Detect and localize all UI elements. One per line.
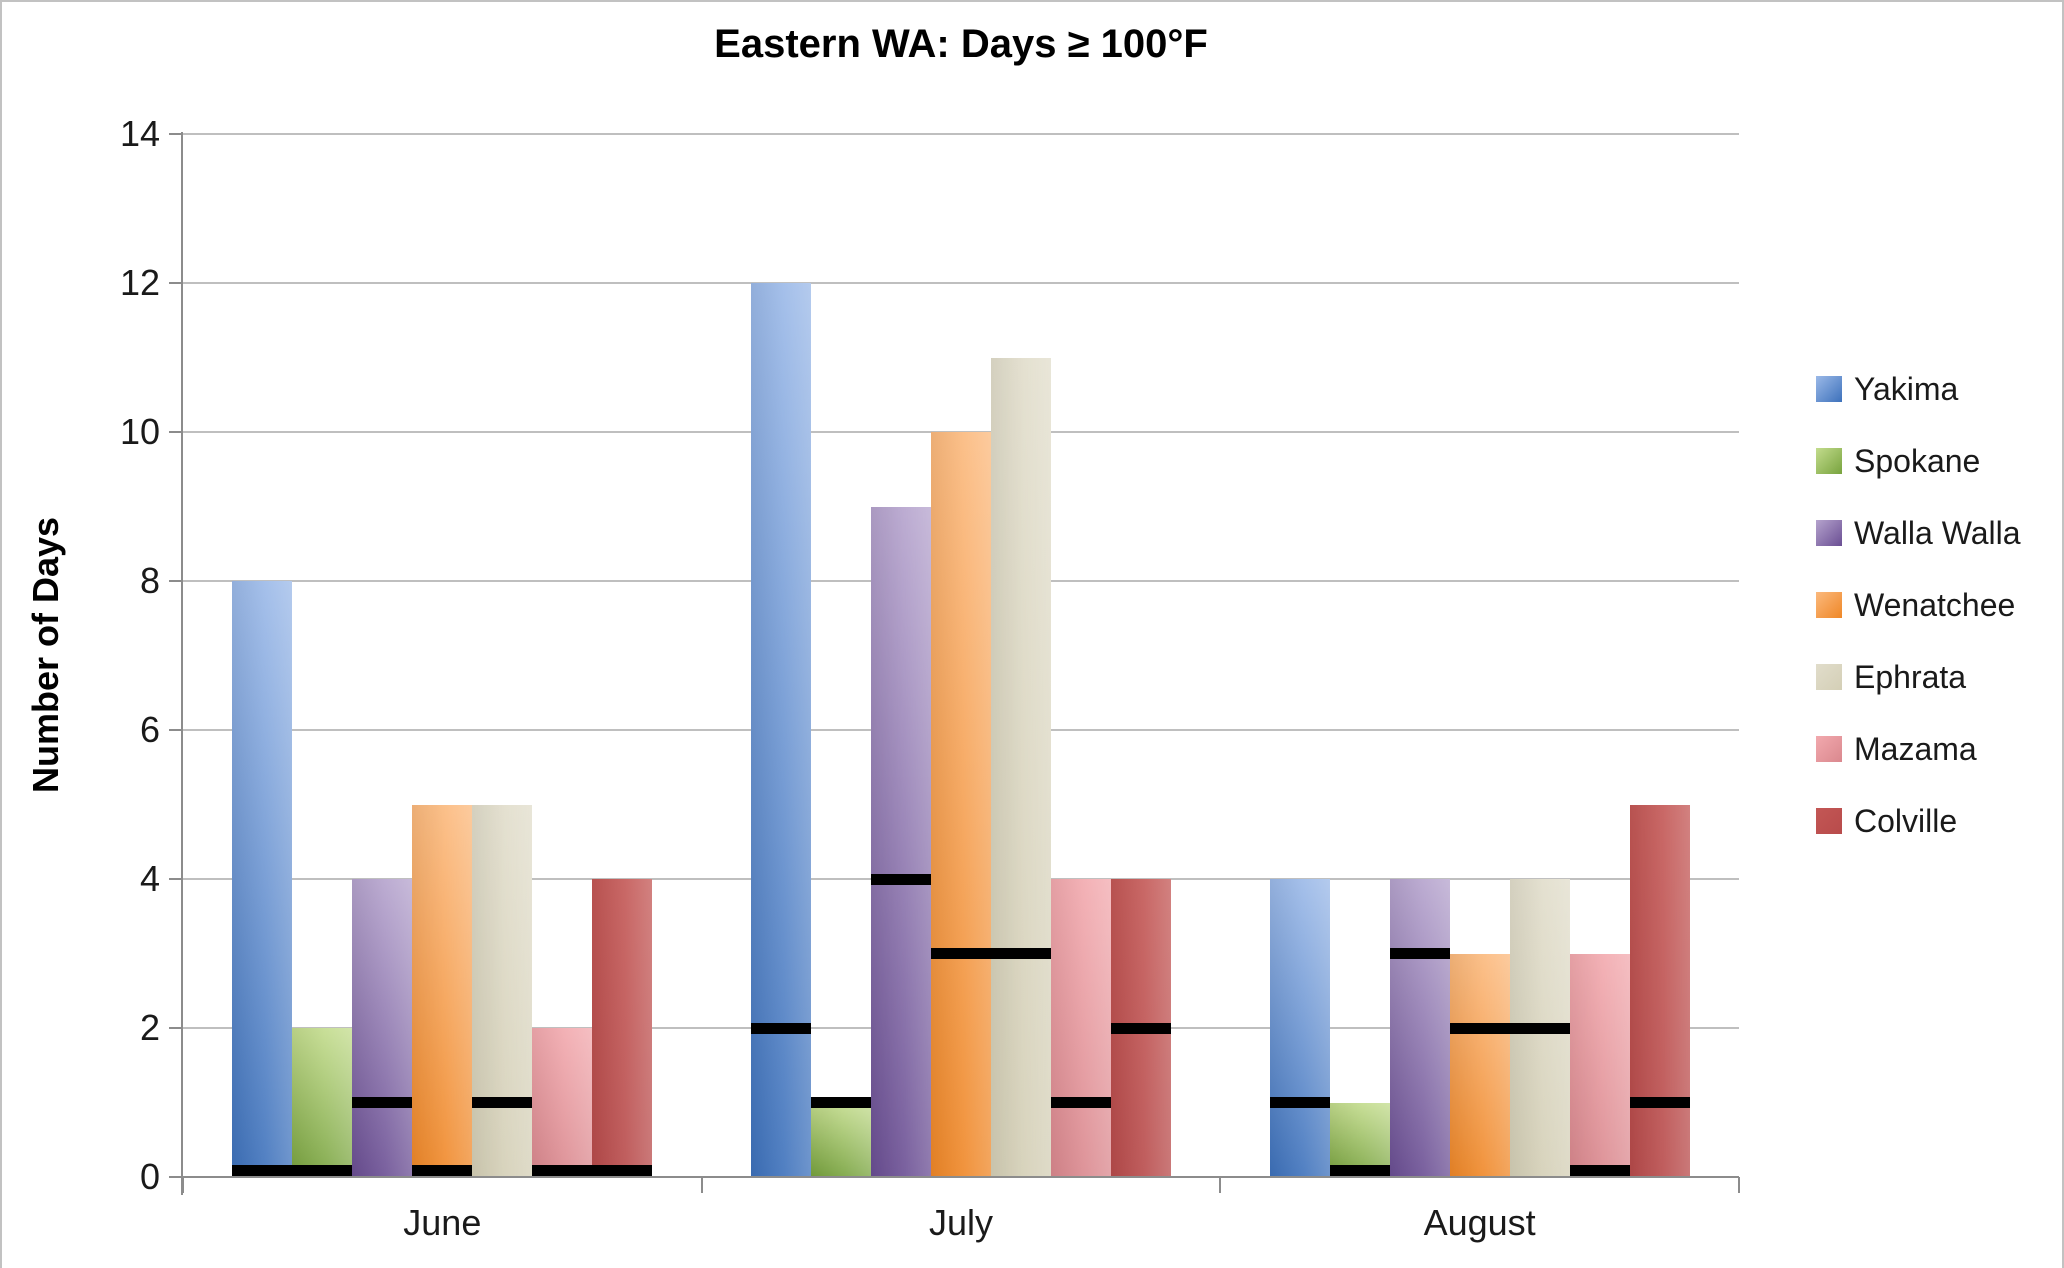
y-axis-line: [181, 132, 183, 1195]
y-tick-mark-6: [169, 729, 183, 731]
y-tick-label-8: 8: [139, 560, 160, 601]
bar-yakima-july: [751, 283, 811, 1176]
overlay-dash-mazama-june: [532, 1165, 593, 1176]
x-category-label-june: June: [403, 1202, 482, 1243]
bar-yakima-august: [1269, 879, 1330, 1176]
legend-swatch-spokane: [1816, 448, 1842, 474]
legend-item-spokane: Spokane: [1816, 441, 1980, 481]
legend-label-yakima: Yakima: [1854, 371, 1959, 407]
legend-item-walla-walla: Walla Walla: [1816, 513, 2021, 553]
x-category-label-august: August: [1423, 1202, 1536, 1243]
overlay-dash-mazama-july: [1051, 1097, 1111, 1108]
y-tick-label-0: 0: [139, 1156, 160, 1197]
bar-walla-walla-august: [1389, 879, 1450, 1176]
y-tick-label-14: 14: [119, 113, 160, 154]
bar-walla-walla-june: [352, 879, 413, 1176]
x-tick-mark-3: [1738, 1177, 1740, 1193]
legend-label-walla-walla: Walla Walla: [1854, 515, 2021, 551]
legend-swatch-colville: [1816, 808, 1842, 834]
y-tick-label-10: 10: [119, 411, 160, 452]
legend-label-wenatchee: Wenatchee: [1854, 587, 2016, 623]
legend-swatch-walla-walla: [1816, 520, 1842, 546]
legend-item-mazama: Mazama: [1816, 729, 1977, 769]
bar-colville-june: [592, 879, 653, 1176]
legend-swatch-wenatchee: [1816, 592, 1842, 618]
overlay-dash-colville-june: [592, 1165, 653, 1176]
y-tick-mark-14: [169, 133, 183, 135]
overlay-dash-colville-july: [1111, 1022, 1171, 1034]
overlay-dash-spokane-august: [1329, 1165, 1390, 1176]
overlay-dash-walla-walla-august: [1389, 948, 1450, 959]
y-tick-mark-10: [169, 431, 183, 433]
bar-wenatchee-june: [412, 804, 473, 1176]
bar-wenatchee-july: [931, 432, 991, 1176]
x-tick-mark-0: [182, 1177, 184, 1193]
bar-ephrata-june: [472, 804, 533, 1176]
overlay-dash-spokane-july: [811, 1097, 871, 1108]
overlay-dash-yakima-august: [1269, 1097, 1330, 1108]
legend-label-colville: Colville: [1854, 803, 1958, 839]
legend-item-wenatchee: Wenatchee: [1816, 585, 2015, 625]
y-gridline-12: [183, 282, 1739, 284]
overlay-dash-mazama-august: [1569, 1165, 1630, 1176]
y-tick-label-2: 2: [139, 1007, 160, 1048]
y-tick-label-6: 6: [139, 709, 160, 750]
overlay-dash-yakima-july: [751, 1022, 811, 1034]
y-tick-mark-0: [169, 1176, 183, 1178]
bar-mazama-july: [1051, 879, 1111, 1176]
bar-mazama-june: [532, 1028, 593, 1176]
bar-spokane-july: [811, 1102, 871, 1176]
legend-item-ephrata: Ephrata: [1816, 657, 1966, 697]
overlay-dash-wenatchee-august: [1449, 1022, 1510, 1034]
legend-label-ephrata: Ephrata: [1854, 659, 1967, 695]
bar-walla-walla-july: [871, 506, 931, 1176]
bar-ephrata-july: [991, 357, 1051, 1176]
y-gridline-14: [183, 133, 1739, 135]
chart-title: Eastern WA: Days ≥ 100°F: [714, 22, 1208, 66]
x-category-label-july: July: [928, 1202, 993, 1243]
legend-label-mazama: Mazama: [1854, 731, 1977, 767]
y-tick-label-4: 4: [139, 858, 160, 899]
legend-label-spokane: Spokane: [1854, 443, 1981, 479]
overlay-dash-colville-august: [1629, 1097, 1690, 1108]
x-tick-mark-2: [1219, 1177, 1222, 1193]
bar-spokane-june: [292, 1028, 353, 1176]
overlay-dash-wenatchee-june: [412, 1165, 473, 1176]
overlay-dash-ephrata-august: [1509, 1022, 1570, 1034]
y-tick-label-12: 12: [119, 262, 160, 303]
legend-item-colville: Colville: [1816, 801, 1957, 841]
legend-item-yakima: Yakima: [1816, 369, 1958, 409]
y-tick-mark-8: [169, 580, 183, 582]
y-tick-mark-4: [169, 878, 183, 880]
bar-yakima-june: [232, 581, 293, 1176]
x-tick-mark-1: [700, 1177, 703, 1193]
bar-mazama-august: [1569, 953, 1630, 1176]
legend-swatch-yakima: [1816, 376, 1842, 402]
bar-wenatchee-august: [1449, 953, 1510, 1176]
overlay-dash-ephrata-june: [472, 1097, 533, 1108]
y-tick-mark-12: [169, 282, 183, 284]
overlay-dash-wenatchee-july: [931, 948, 991, 959]
overlay-dash-yakima-june: [232, 1165, 293, 1176]
bar-spokane-august: [1329, 1102, 1390, 1176]
legend-swatch-mazama: [1816, 736, 1842, 762]
y-tick-mark-2: [169, 1027, 183, 1029]
overlay-dash-walla-walla-july: [871, 873, 931, 885]
overlay-dash-spokane-june: [292, 1165, 353, 1176]
legend-swatch-ephrata: [1816, 664, 1842, 690]
bar-colville-august: [1629, 804, 1690, 1176]
overlay-dash-walla-walla-june: [352, 1097, 413, 1108]
x-axis-line: [181, 1176, 1739, 1178]
overlay-dash-ephrata-july: [991, 948, 1051, 959]
